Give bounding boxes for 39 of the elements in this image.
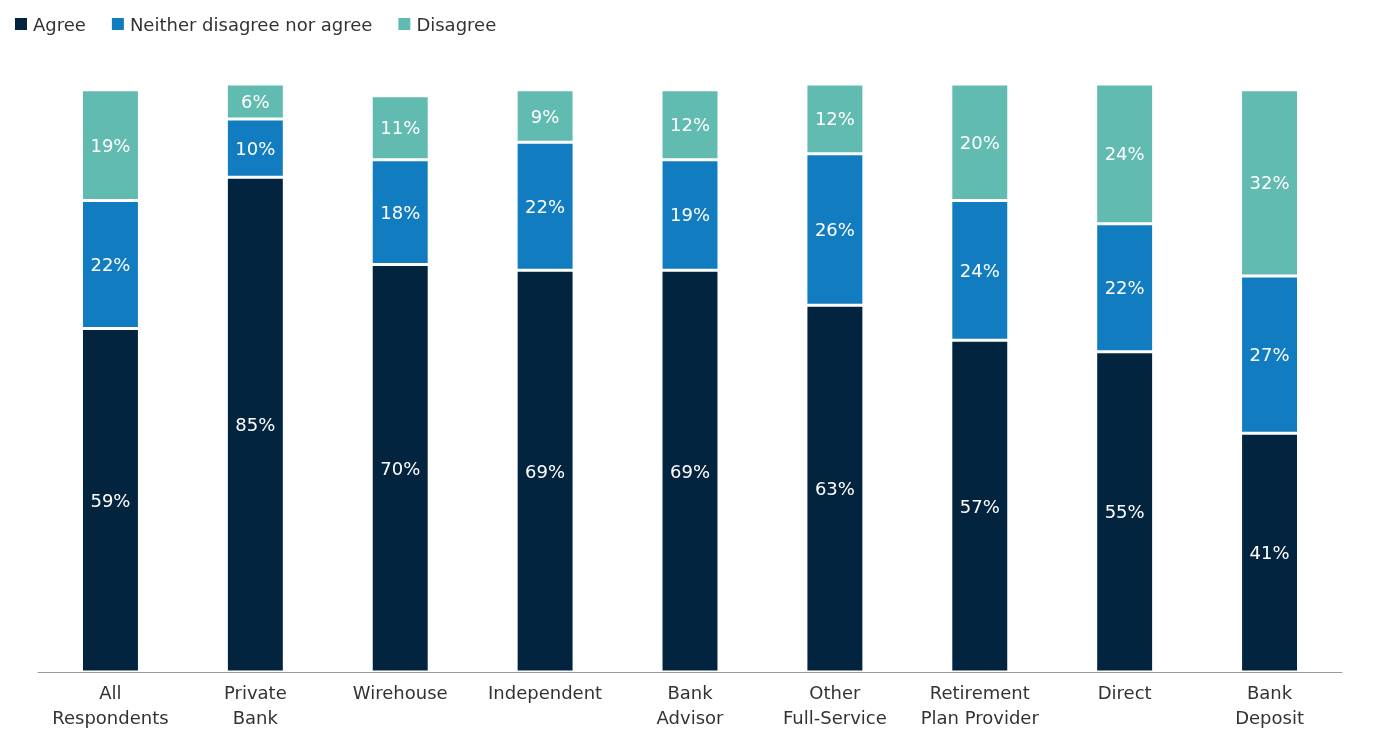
x-tick-label: Retirement Plan Provider — [920, 682, 1040, 728]
data-label: 9% — [530, 105, 560, 127]
data-label: 32% — [1249, 172, 1290, 194]
data-label: 63% — [814, 478, 855, 500]
data-label: 69% — [669, 460, 711, 482]
data-label: 57% — [959, 495, 1000, 517]
data-label: 11% — [380, 117, 421, 139]
data-label: 85% — [235, 414, 276, 436]
data-label: 12% — [814, 108, 855, 130]
x-tick-label: Direct — [1097, 682, 1152, 703]
data-label: 20% — [959, 131, 1000, 153]
x-tick-label: Private Bank — [223, 682, 287, 728]
legend-label: Agree — [33, 13, 86, 35]
x-tick-label: Other Full-Service — [782, 682, 887, 728]
data-label: 24% — [1104, 143, 1145, 165]
data-label: 18% — [380, 201, 421, 223]
x-tick-label: Bank Deposit — [1235, 682, 1304, 728]
data-label: 27% — [1249, 344, 1290, 366]
x-tick-label: All Respondents — [52, 682, 169, 728]
data-label: 22% — [525, 195, 566, 217]
data-label: 6% — [241, 90, 270, 112]
legend-label: Neither disagree nor agree — [129, 13, 373, 35]
data-label: 26% — [814, 219, 855, 241]
data-label: 41% — [1249, 542, 1290, 564]
data-label: 59% — [90, 489, 131, 511]
data-label: 24% — [959, 259, 1000, 281]
x-tick-label: Wirehouse — [352, 682, 448, 703]
data-label: 55% — [1104, 501, 1145, 523]
data-label: 19% — [90, 134, 131, 156]
legend-label: Disagree — [416, 13, 497, 35]
data-label: 10% — [235, 137, 276, 159]
data-label: 19% — [669, 204, 711, 226]
x-tick-label: Independent — [488, 682, 603, 703]
data-label: 70% — [380, 457, 421, 479]
data-label: 22% — [1104, 277, 1145, 299]
data-label: 22% — [90, 253, 131, 275]
data-label: 12% — [669, 114, 711, 136]
data-label: 69% — [525, 460, 566, 482]
x-tick-label: Bank Advisor — [656, 682, 725, 728]
